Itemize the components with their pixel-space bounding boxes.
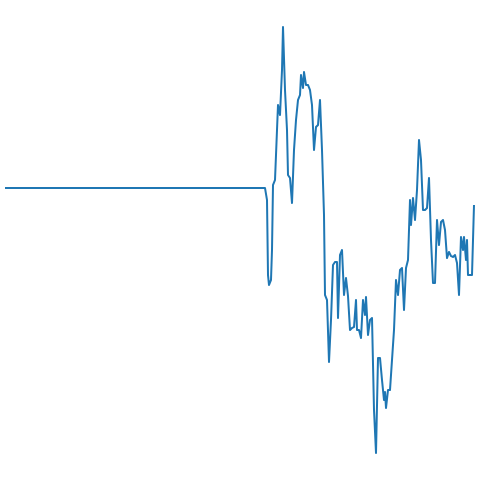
- line: [5, 26, 475, 454]
